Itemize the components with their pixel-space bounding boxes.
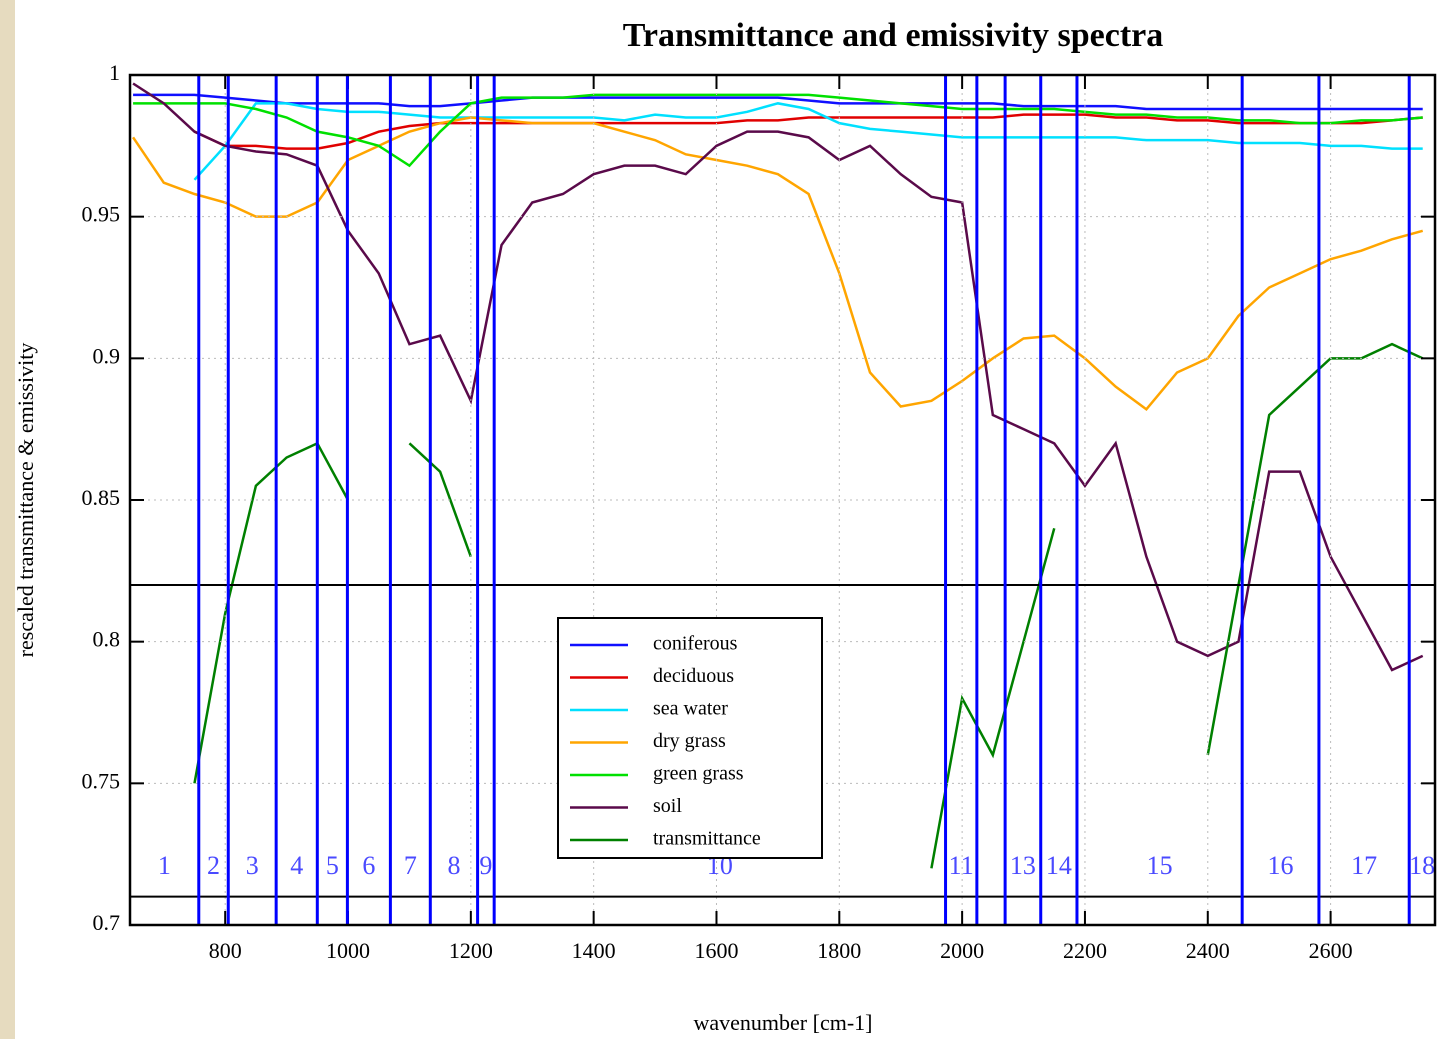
x-tick-label: 2000 [940, 938, 984, 963]
x-tick-label: 1800 [817, 938, 861, 963]
band-label: 14 [1046, 851, 1072, 880]
legend-label: dry grass [653, 730, 726, 752]
x-tick-label: 1400 [572, 938, 616, 963]
y-tick-label: 0.85 [82, 485, 121, 510]
y-tick-label: 0.8 [93, 627, 121, 652]
y-axis-label: rescaled transmittance & emissivity [13, 343, 38, 658]
legend-box [557, 617, 823, 859]
band-label: 18 [1409, 851, 1435, 880]
x-tick-label: 1200 [449, 938, 493, 963]
y-tick-label: 0.95 [82, 202, 121, 227]
x-axis-label: wavenumber [cm-1] [694, 1010, 873, 1035]
band-label: 11 [949, 851, 974, 880]
series-line [193, 102, 1423, 181]
band-label: 2 [207, 851, 220, 880]
x-tick-label: 2400 [1186, 938, 1230, 963]
x-tick-label: 2600 [1309, 938, 1353, 963]
series-line [193, 342, 1424, 869]
y-tick-label: 0.9 [93, 343, 121, 368]
legend-label: soil [653, 795, 682, 817]
legend-label: deciduous [653, 665, 734, 687]
band-label: 1 [158, 851, 171, 880]
plot-frame [128, 73, 1437, 927]
x-tick-label: 1000 [326, 938, 370, 963]
x-tick-label: 800 [209, 938, 242, 963]
band-label: 9 [479, 851, 492, 880]
band-label: 4 [290, 851, 303, 880]
x-tick-label: 2200 [1063, 938, 1107, 963]
y-tick-label: 0.75 [82, 768, 121, 793]
band-label: 5 [326, 851, 339, 880]
band-label: 6 [362, 851, 375, 880]
series-line [193, 113, 1423, 150]
band-label: 16 [1268, 851, 1294, 880]
legend-label: sea water [653, 698, 728, 720]
y-tick-label: 0.7 [93, 910, 121, 935]
legend-label: transmittance [653, 828, 761, 850]
band-label: 15 [1147, 851, 1173, 880]
band-label: 3 [246, 851, 259, 880]
x-tick-label: 1600 [694, 938, 738, 963]
legend-label: coniferous [653, 633, 738, 655]
legend: coniferous deciduous sea water dry grass gre… [557, 617, 823, 859]
band-label: 7 [404, 851, 417, 880]
chart-title: Transmittance and emissivity spectra [623, 17, 1163, 54]
legend-label: green grass [653, 763, 744, 785]
band-label: 8 [447, 851, 460, 880]
band-label: 17 [1351, 851, 1377, 880]
panel [15, 0, 1449, 1039]
band-label: 13 [1010, 851, 1036, 880]
y-tick-label: 1 [109, 60, 120, 85]
